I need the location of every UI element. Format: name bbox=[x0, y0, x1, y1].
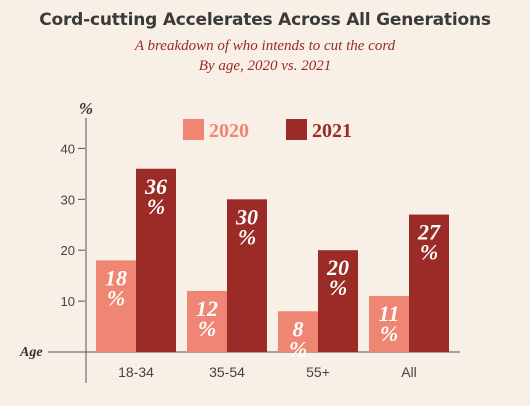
data-label-2021-18-34: 36% bbox=[144, 174, 167, 219]
x-tick-label-55+: 55+ bbox=[306, 364, 330, 380]
x-tick-label-All: All bbox=[401, 364, 417, 380]
bar-2021-35-54 bbox=[227, 199, 267, 352]
chart-title: Cord-cutting Accelerates Across All Gene… bbox=[39, 10, 491, 30]
legend-label-2020: 2020 bbox=[209, 120, 249, 142]
chart-subtitle: A breakdown of who intends to cut the co… bbox=[134, 38, 396, 54]
bar-2020-35-54 bbox=[187, 290, 227, 352]
legend-swatch-2021 bbox=[286, 119, 307, 140]
y-tick-label: 30 bbox=[61, 192, 75, 207]
data-label-2021-35-54: 30% bbox=[235, 204, 258, 249]
bar-2020-18-34 bbox=[96, 260, 136, 352]
bar-2021-All bbox=[409, 214, 449, 352]
legend-swatch-2020 bbox=[183, 119, 204, 140]
x-tick-label-35-54: 35-54 bbox=[209, 364, 245, 380]
bar-2020-All bbox=[369, 296, 409, 352]
bar-2020-55+ bbox=[278, 311, 318, 352]
y-axis-label: % bbox=[79, 99, 93, 118]
y-tick-label: 20 bbox=[61, 243, 75, 258]
bar-2021-55+ bbox=[318, 250, 358, 352]
data-label-2020-55+: 8% bbox=[289, 316, 307, 361]
data-label-2020-18-34: 18% bbox=[105, 265, 127, 310]
data-label-2021-55+: 20% bbox=[326, 255, 349, 300]
x-tick-label-18-34: 18-34 bbox=[118, 364, 154, 380]
bar-2021-18-34 bbox=[136, 168, 176, 352]
chart-subtitle-secondary: By age, 2020 vs. 2021 bbox=[198, 58, 332, 74]
data-label-2021-All: 27% bbox=[417, 220, 441, 265]
y-tick-label: 40 bbox=[61, 141, 75, 156]
x-axis-label: Age bbox=[19, 345, 43, 360]
data-label-2020-35-54: 12% bbox=[196, 296, 218, 341]
data-label-2020-All: 11% bbox=[379, 301, 400, 346]
y-tick-label: 10 bbox=[61, 294, 75, 309]
legend-label-2021: 2021 bbox=[312, 120, 352, 142]
